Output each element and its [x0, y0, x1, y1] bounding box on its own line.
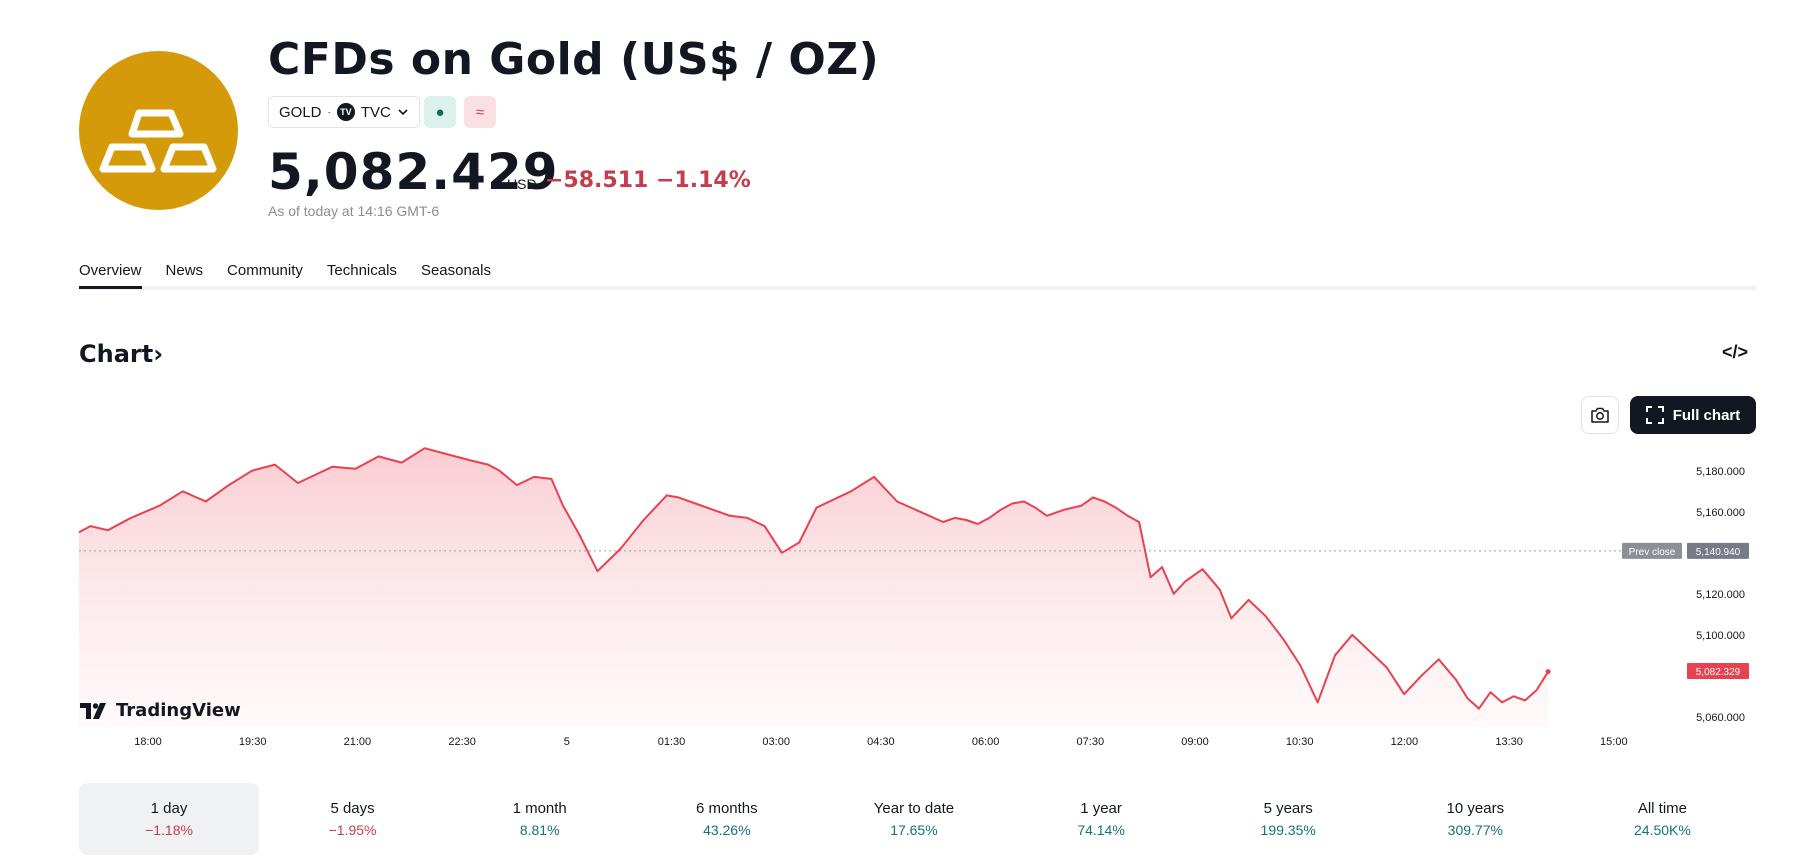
- y-tick-label: 5,060.000: [1696, 712, 1745, 724]
- tradingview-brand: TradingView: [116, 700, 241, 721]
- x-tick-label: 19:30: [239, 736, 267, 748]
- period-5-days[interactable]: 5 days −1.95%: [259, 783, 446, 855]
- x-tick-label: 22:30: [448, 736, 476, 748]
- tabs-divider: [79, 286, 1756, 290]
- period-all-time[interactable]: All time 24.50K%: [1569, 783, 1756, 855]
- period-5-years[interactable]: 5 years 199.35%: [1195, 783, 1382, 855]
- market-status-badge[interactable]: ●: [424, 96, 456, 128]
- gold-bars-icon: [99, 109, 217, 173]
- chevron-down-icon: [398, 109, 408, 116]
- x-tick-label: 5: [564, 736, 570, 748]
- period-label: 5 years: [1263, 800, 1313, 817]
- period-value: 309.77%: [1447, 822, 1503, 838]
- tradingview-logo[interactable]: TradingView: [80, 700, 241, 721]
- plot-area: [78, 447, 1622, 727]
- tab-news[interactable]: News: [165, 262, 204, 279]
- price-currency: USD: [507, 176, 537, 192]
- chart-heading-link[interactable]: Chart›: [79, 340, 163, 368]
- x-axis: 18:00 19:30 21:00 22:30 5 01:30 03:00 04:30 06:0…: [134, 736, 1627, 748]
- period-label: All time: [1637, 800, 1688, 817]
- period-1-month[interactable]: 1 month 8.81%: [446, 783, 633, 855]
- x-tick-label: 13:30: [1495, 736, 1523, 748]
- x-tick-label: 12:00: [1391, 736, 1419, 748]
- period-6-months[interactable]: 6 months 43.26%: [633, 783, 820, 855]
- x-tick-label: 04:30: [867, 736, 895, 748]
- period-value: −1.95%: [328, 822, 377, 838]
- chevron-right-icon: ›: [153, 340, 164, 368]
- x-tick-label: 18:00: [134, 736, 162, 748]
- period-value: 74.14%: [1077, 822, 1125, 838]
- period-10-years[interactable]: 10 years 309.77%: [1382, 783, 1569, 855]
- period-label: Year to date: [873, 800, 955, 817]
- prev-close-label: Prev close: [1629, 547, 1676, 558]
- delayed-data-badge[interactable]: ≈: [464, 96, 496, 128]
- x-tick-label: 09:00: [1181, 736, 1209, 748]
- series-line: [78, 447, 1549, 710]
- price-timestamp: As of today at 14:16 GMT-6: [268, 203, 440, 219]
- chart-heading-text: Chart: [79, 340, 154, 368]
- embed-code-button[interactable]: </>: [1722, 342, 1749, 362]
- x-tick-label: 10:30: [1286, 736, 1314, 748]
- y-tick-label: 5,120.000: [1696, 589, 1745, 601]
- tab-community[interactable]: Community: [227, 262, 303, 279]
- tradingview-icon: [80, 702, 106, 719]
- x-tick-label: 15:00: [1600, 736, 1628, 748]
- price-change: −58.511 −1.14%: [545, 168, 751, 193]
- last-price: 5,082.429: [268, 143, 559, 201]
- period-1-day[interactable]: 1 day −1.18%: [79, 783, 259, 855]
- period-performance-strip: 1 day −1.18% 5 days −1.95% 1 month 8.81%…: [79, 783, 1756, 855]
- period-value: 17.65%: [890, 822, 938, 838]
- y-tick-label: 5,160.000: [1696, 507, 1745, 519]
- last-price-tag: [1687, 662, 1749, 679]
- fullscreen-icon: [1645, 406, 1664, 424]
- exchange-label: TVC: [360, 103, 391, 121]
- prev-close-value-tag: [1687, 542, 1749, 559]
- last-point-marker: [1545, 669, 1551, 675]
- prev-close-value: 5,140.940: [1696, 547, 1741, 558]
- period-label: 1 year: [1080, 800, 1122, 817]
- y-axis: 5,180.000 5,160.000 5,120.000 5,100.000 5,06…: [1696, 466, 1745, 724]
- exchange-logo-icon: TV: [336, 103, 355, 121]
- x-tick-label: 01:30: [658, 736, 686, 748]
- snapshot-button[interactable]: [1581, 396, 1619, 434]
- symbol-separator: ·: [327, 106, 331, 118]
- symbol-selector[interactable]: GOLD · TV TVC: [268, 96, 420, 128]
- period-label: 10 years: [1446, 800, 1505, 817]
- tab-bar: Overview News Community Technicals Seaso…: [79, 262, 491, 289]
- period-label: 6 months: [695, 800, 758, 817]
- period-ytd[interactable]: Year to date 17.65%: [820, 783, 1007, 855]
- full-chart-button[interactable]: Full chart: [1630, 396, 1756, 434]
- period-value: 199.35%: [1260, 822, 1316, 838]
- period-value: 24.50K%: [1634, 822, 1691, 838]
- page-title: CFDs on Gold (US$ / OZ): [268, 34, 880, 85]
- prev-close-tag: [1622, 542, 1682, 559]
- price-chart[interactable]: 5,180.000 5,160.000 5,120.000 5,100.000 5,06…: [0, 440, 1818, 770]
- gold-bars-logo: [79, 51, 238, 210]
- full-chart-label: Full chart: [1672, 406, 1741, 424]
- symbol-label: GOLD: [279, 103, 322, 121]
- period-1-year[interactable]: 1 year 74.14%: [1008, 783, 1195, 855]
- last-price-value: 5,082.329: [1696, 667, 1741, 678]
- period-label: 5 days: [330, 800, 375, 817]
- series-area: [79, 448, 1549, 727]
- price-labels: Prev close 5,140.940 5,082.329: [1622, 542, 1749, 679]
- tab-overview[interactable]: Overview: [79, 262, 142, 289]
- y-tick-label: 5,180.000: [1696, 466, 1745, 478]
- x-tick-label: 07:30: [1077, 736, 1105, 748]
- period-value: 8.81%: [519, 822, 560, 838]
- period-value: 43.26%: [703, 822, 751, 838]
- tab-seasonals[interactable]: Seasonals: [420, 262, 491, 279]
- x-tick-label: 21:00: [344, 736, 372, 748]
- tab-technicals[interactable]: Technicals: [326, 262, 397, 279]
- x-tick-label: 06:00: [972, 736, 1000, 748]
- x-tick-label: 03:00: [762, 736, 790, 748]
- period-label: 1 month: [512, 800, 567, 817]
- period-label: 1 day: [150, 800, 188, 817]
- camera-icon: [1591, 407, 1609, 423]
- period-value: −1.18%: [145, 822, 193, 838]
- y-tick-label: 5,100.000: [1696, 630, 1745, 642]
